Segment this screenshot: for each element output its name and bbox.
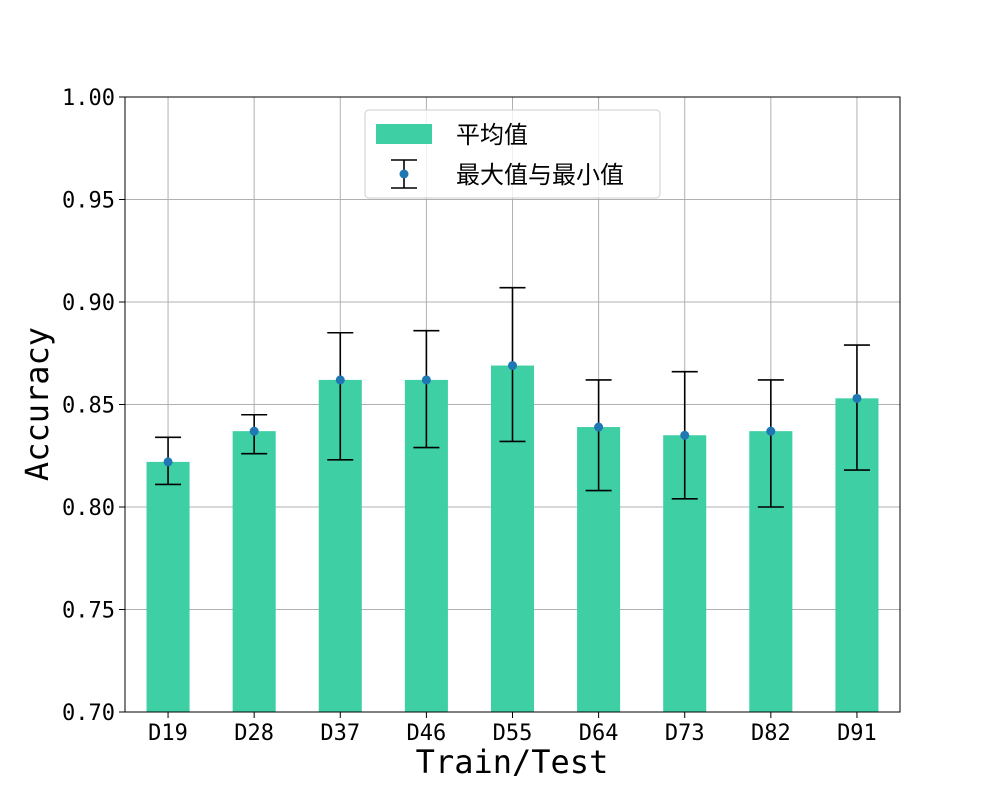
y-tick-label: 0.95 [62, 189, 115, 214]
legend-errorbar-label: 最大值与最小值 [456, 161, 624, 189]
error-bars [155, 286, 870, 508]
errorbar-d73 [671, 370, 698, 500]
errorbar-d55 [499, 286, 526, 443]
x-tick-label: D19 [148, 721, 188, 746]
errorbar-d64 [585, 379, 612, 492]
x-tick-label: D37 [320, 721, 360, 746]
errorbar-d28 [241, 413, 268, 455]
legend-errorbar-swatch [391, 159, 417, 189]
bars [146, 365, 879, 712]
mean-point [421, 375, 431, 385]
y-tick-label: 0.90 [62, 291, 115, 316]
x-tick-label: D91 [837, 721, 877, 746]
y-axis-title: Accuracy [18, 327, 56, 481]
bar-d19 [146, 461, 190, 712]
y-tick-label: 0.80 [62, 496, 115, 521]
x-tick-label: D64 [579, 721, 619, 746]
errorbar-d82 [757, 379, 784, 508]
x-tick-label: D73 [665, 721, 705, 746]
y-axis: 0.70 0.75 0.80 0.85 0.90 0.95 1.00 [62, 86, 125, 726]
errorbar-d91 [843, 344, 870, 471]
bar-d28 [232, 431, 276, 712]
mean-point [594, 422, 604, 432]
errorbar-d46 [413, 329, 440, 449]
mean-point [766, 426, 776, 436]
mean-point [249, 426, 259, 436]
y-tick-label: 1.00 [62, 86, 115, 111]
legend-bar-label: 平均值 [456, 121, 528, 149]
x-axis: D19 D28 D37 D46 D55 D64 D73 D82 D91 [148, 712, 877, 746]
x-tick-label: D82 [751, 721, 791, 746]
x-tick-label: D55 [493, 721, 533, 746]
legend: 平均值 最大值与最小值 [364, 109, 661, 199]
mean-point [508, 361, 517, 371]
mean-point [163, 457, 173, 467]
x-tick-label: D46 [407, 721, 447, 746]
mean-point [852, 393, 862, 403]
x-tick-label: D28 [234, 721, 274, 746]
mean-point [335, 375, 345, 385]
y-tick-label: 0.75 [62, 599, 115, 624]
mean-point [680, 430, 690, 440]
errorbar-d19 [155, 436, 182, 486]
legend-frame [364, 109, 661, 199]
x-axis-title: Train/Test [416, 743, 609, 781]
y-tick-label: 0.70 [62, 701, 115, 726]
y-tick-label: 0.85 [62, 394, 115, 419]
errorbar-d37 [327, 331, 354, 461]
legend-bar-swatch [376, 124, 432, 144]
